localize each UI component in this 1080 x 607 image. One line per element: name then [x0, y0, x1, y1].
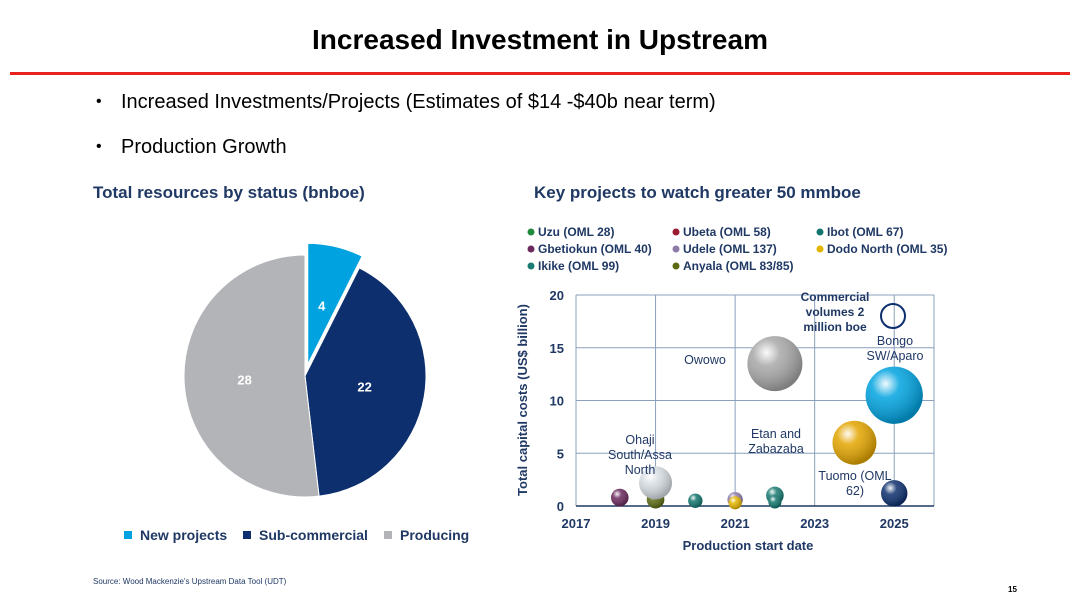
bubble-highlight — [881, 480, 908, 507]
pie-chart-title: Total resources by status (bnboe) — [93, 183, 365, 202]
pie-data-label: 4 — [318, 298, 326, 313]
legend-marker — [672, 262, 680, 270]
bubble-label: Owowo — [684, 353, 726, 367]
x-tick-label: 2017 — [562, 516, 591, 531]
legend-swatch — [243, 531, 251, 539]
y-tick-label: 5 — [557, 446, 564, 461]
x-tick-label: 2023 — [800, 516, 829, 531]
size-note-line: Commercial — [801, 290, 870, 304]
pie-slice — [183, 254, 320, 498]
bubble-highlight — [610, 488, 629, 507]
size-note-label: Commercial volumes 2 million boe — [801, 290, 870, 334]
legend-label: Udele (OML 137) — [683, 242, 777, 256]
bullet-icon: • — [96, 93, 102, 110]
y-tick-label: 15 — [550, 341, 564, 356]
x-axis-title: Production start date — [683, 538, 814, 553]
legend-marker — [527, 245, 535, 253]
page-title: Increased Investment in Upstream — [312, 24, 768, 55]
y-tick-label: 10 — [550, 394, 564, 409]
bubble-label-line: Owowo — [684, 353, 726, 367]
size-note-line: million boe — [803, 320, 867, 334]
title-divider — [10, 72, 1070, 75]
bubble-label: Bongo SW/Aparo — [867, 334, 924, 363]
pie-data-label: 22 — [357, 380, 371, 395]
pie-data-label: 28 — [237, 373, 251, 388]
legend-swatch — [384, 531, 392, 539]
bubble-label: Tuomo (OML 62) — [818, 469, 891, 498]
bubble-highlight — [639, 466, 673, 500]
legend-swatch — [124, 531, 132, 539]
legend-label: Producing — [400, 527, 469, 543]
bubble-highlight — [832, 420, 877, 465]
bullet-icon: • — [96, 138, 102, 155]
bubble-label-line: North — [625, 463, 656, 477]
y-tick-label: 20 — [550, 288, 564, 303]
bubble-highlight — [688, 493, 703, 508]
legend-marker — [816, 245, 824, 253]
bullet-item: • Increased Investments/Projects (Estimat… — [96, 88, 716, 133]
legend-label: Sub-commercial — [259, 527, 368, 543]
bubble-highlight — [747, 336, 803, 392]
legend-label: New projects — [140, 527, 227, 543]
bubble-label-line: SW/Aparo — [867, 349, 924, 363]
y-axis-title: Total capital costs (US$ billion) — [515, 304, 530, 496]
legend-marker — [672, 245, 680, 253]
size-key-circle — [880, 303, 906, 329]
bubble-label-line: Tuomo (OML — [818, 469, 891, 483]
bubble-highlight — [728, 496, 742, 510]
bubble-label-line: 62) — [846, 484, 864, 498]
bubble-label: Ohaji South/Assa North — [608, 433, 672, 477]
y-tick-label: 0 — [557, 499, 564, 514]
bubble-label-line: Bongo — [877, 334, 913, 348]
bubble-label: Etan and Zabazaba — [748, 427, 804, 456]
bubble-label-line: Etan and — [751, 427, 801, 441]
bullet-list: • Increased Investments/Projects (Estimat… — [96, 88, 716, 178]
legend-label: Ubeta (OML 58) — [683, 225, 771, 239]
bubble-label-line: Ohaji — [625, 433, 654, 447]
bubble-highlight — [768, 495, 782, 509]
bubble-highlight — [865, 366, 923, 424]
legend-marker — [527, 262, 535, 270]
bubble-label-line: Zabazaba — [748, 442, 804, 456]
legend-label: Ikike (OML 99) — [538, 259, 619, 273]
bullet-item: • Production Growth — [96, 133, 716, 178]
legend-marker — [527, 228, 535, 236]
legend-marker — [816, 228, 824, 236]
bullet-text: Production Growth — [121, 136, 287, 158]
pie-slice — [304, 267, 427, 497]
bubble-chart-title: Key projects to watch greater 50 mmboe — [534, 183, 861, 202]
legend-marker — [672, 228, 680, 236]
source-note: Source: Wood Mackenzie's Upstream Data T… — [93, 577, 287, 586]
bullet-text: Increased Investments/Projects (Estimate… — [121, 91, 716, 113]
legend-label: Anyala (OML 83/85) — [683, 259, 793, 273]
page-number: 15 — [1008, 585, 1017, 594]
pie-slice — [307, 242, 363, 365]
legend-label: Uzu (OML 28) — [538, 225, 614, 239]
legend-label: Dodo North (OML 35) — [827, 242, 947, 256]
x-tick-label: 2021 — [721, 516, 750, 531]
size-note-line: volumes 2 — [806, 305, 865, 319]
bubble-label-line: South/Assa — [608, 448, 672, 462]
legend-label: Ibot (OML 67) — [827, 225, 903, 239]
x-tick-label: 2025 — [880, 516, 909, 531]
legend-label: Gbetiokun (OML 40) — [538, 242, 652, 256]
x-tick-label: 2019 — [641, 516, 670, 531]
